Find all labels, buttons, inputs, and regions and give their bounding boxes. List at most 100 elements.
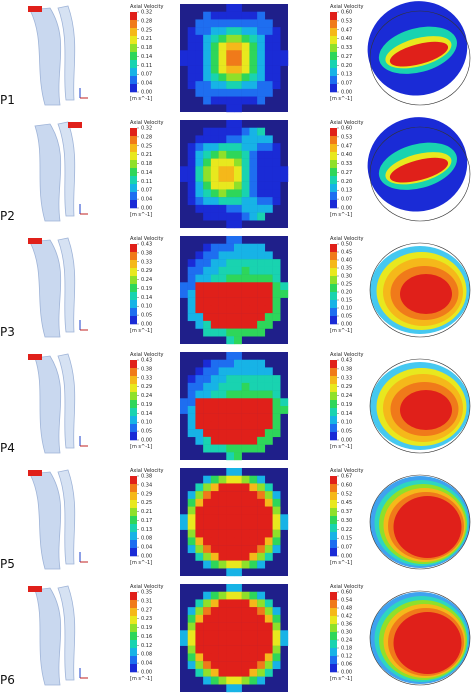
heatmap-cell <box>241 622 250 631</box>
heatmap-cell <box>234 545 242 554</box>
heatmap-cell <box>203 320 212 329</box>
heatmap-cell <box>195 189 204 198</box>
colorbar-band <box>330 184 337 193</box>
heatmap-cell <box>241 158 250 167</box>
heatmap-cell <box>257 305 266 314</box>
vessel-body <box>34 123 62 222</box>
heatmap-cell <box>264 50 273 59</box>
colorbar-band <box>330 144 337 153</box>
heatmap-cell <box>234 320 242 329</box>
heatmap-cell <box>226 19 235 28</box>
heatmap-cell <box>226 282 235 291</box>
heatmap-cell <box>234 367 242 376</box>
heatmap-cell <box>241 150 250 159</box>
heatmap-cell <box>203 506 212 515</box>
heatmap-cell <box>272 638 281 646</box>
heatmap-cell <box>203 127 212 136</box>
colorbar-tick-label: 0.60 <box>341 482 352 488</box>
colorbar-band <box>130 160 137 169</box>
heatmap-cell <box>210 406 219 414</box>
heatmap-cell <box>203 630 212 639</box>
heatmap-cell <box>249 645 258 654</box>
heatmap-cell <box>203 638 212 646</box>
heatmap-cell <box>257 599 266 608</box>
heatmap-cell <box>195 282 204 291</box>
colorbar-tick-label: 0.04 <box>141 661 152 667</box>
heatmap-cell <box>195 375 204 384</box>
colorbar-band <box>130 608 137 617</box>
heatmap-cell <box>264 514 273 523</box>
heatmap-cell <box>264 522 273 530</box>
colorbar-band <box>330 44 337 53</box>
colorbar-band <box>330 368 337 377</box>
heatmap-cell <box>203 81 212 90</box>
colorbar-tick-label: 0.00 <box>141 670 152 676</box>
colorbar-tick-label: 0.20 <box>341 63 352 69</box>
heatmap-cell <box>241 661 250 670</box>
heatmap-cell <box>234 591 242 600</box>
heatmap-cell <box>241 73 250 82</box>
colorbar-band <box>330 656 337 665</box>
heatmap-cell <box>203 34 212 43</box>
heatmap-cell <box>226 236 235 244</box>
heatmap-cell <box>249 197 258 206</box>
heatmap-cell <box>264 204 273 213</box>
heatmap-cell <box>195 259 204 268</box>
heatmap-cell <box>249 413 258 422</box>
heatmap-cell <box>187 491 196 500</box>
heatmap-cell <box>234 4 242 12</box>
heatmap-cell <box>226 375 235 384</box>
colorbar-tick-label: 0.52 <box>341 491 352 497</box>
heatmap-cell <box>257 127 266 136</box>
vessel-body <box>34 355 62 454</box>
heatmap-cell <box>210 630 219 639</box>
heatmap-cell <box>264 638 273 646</box>
heatmap-cell <box>226 212 235 221</box>
heatmap-cell <box>195 413 204 422</box>
colorbar-band <box>330 416 337 425</box>
heatmap-cell <box>272 189 281 198</box>
heatmap-cell <box>264 607 273 616</box>
heatmap-cell <box>187 614 196 623</box>
heatmap-cell <box>187 81 196 90</box>
heatmap-cell <box>210 514 219 523</box>
colorbar-tick-label: 0.48 <box>341 606 352 612</box>
heatmap-cell <box>218 158 227 167</box>
heatmap-cell <box>257 274 266 283</box>
colorbar-tick-label: 0.00 <box>141 438 152 444</box>
heatmap-cell <box>180 398 188 407</box>
colorbar-tick-label: 0.00 <box>341 206 352 212</box>
heatmap-cell <box>241 166 250 175</box>
row-label: P5 <box>0 557 15 571</box>
heatmap-cell <box>264 166 273 175</box>
heatmap-cell <box>272 34 281 43</box>
heatmap-cell <box>234 266 242 275</box>
colorbar-tick-label: 0.05 <box>341 314 352 320</box>
heatmap-cell <box>226 498 235 507</box>
heatmap-cell <box>187 174 196 182</box>
heatmap-cell <box>241 212 250 221</box>
heatmap-cell <box>203 166 212 175</box>
colorbar-band <box>130 68 137 77</box>
heatmap-cell <box>249 668 258 677</box>
colorbar-tick-label: 0.19 <box>341 402 352 408</box>
heatmap-cell <box>234 158 242 167</box>
heatmap-cell <box>226 11 235 20</box>
heatmap-cell <box>234 483 242 492</box>
heatmap-cell <box>264 282 273 291</box>
colorbar-band <box>130 292 137 301</box>
heatmap-cell <box>257 266 266 275</box>
heatmap-cell <box>218 166 227 175</box>
heatmap-cell <box>249 266 258 275</box>
heatmap-cell <box>234 328 242 337</box>
heatmap-cell <box>249 174 258 182</box>
heatmap-cell <box>210 653 219 662</box>
heatmap-cell <box>257 375 266 384</box>
heatmap-cell <box>203 421 212 430</box>
heatmap-cell <box>210 150 219 159</box>
heatmap-cell <box>264 506 273 515</box>
vessel <box>28 469 88 570</box>
heatmap-cell <box>249 88 258 97</box>
heatmap-cell <box>210 212 219 221</box>
heatmap-cell <box>241 42 250 51</box>
